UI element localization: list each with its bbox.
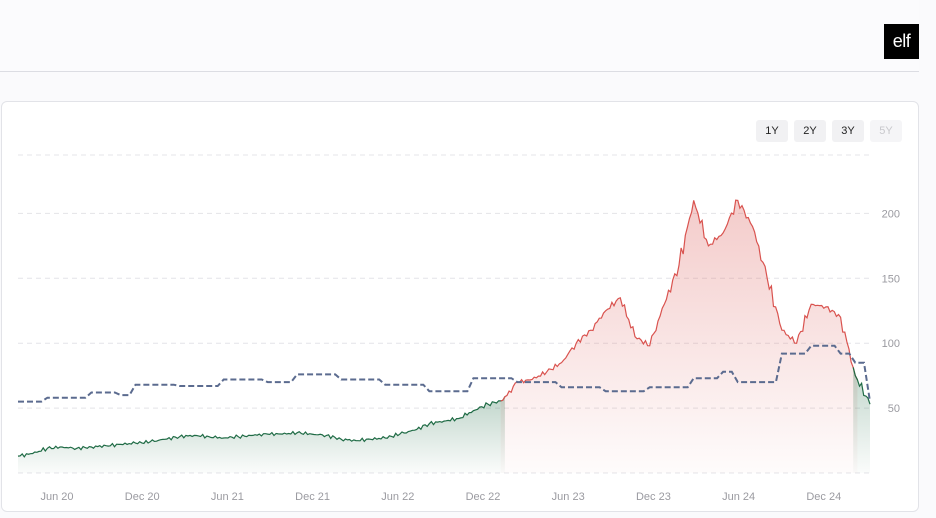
x-tick-label: Dec 21 xyxy=(295,491,330,503)
company-logo[interactable]: elf xyxy=(884,24,919,59)
price-line-up-segment xyxy=(852,367,871,405)
price-line-down-segment xyxy=(500,199,858,402)
range-button-3y[interactable]: 3Y xyxy=(832,120,864,142)
x-tick-label: Dec 22 xyxy=(466,491,501,503)
range-selector: 1Y 2Y 3Y 5Y xyxy=(756,120,902,142)
x-tick-label: Dec 24 xyxy=(806,491,841,503)
y-tick-label: 150 xyxy=(882,273,900,285)
price-area-up-segment xyxy=(853,367,870,473)
header-bar: elf xyxy=(0,0,919,72)
range-button-5y: 5Y xyxy=(870,120,902,142)
logo-text: elf xyxy=(892,31,911,51)
range-button-1y[interactable]: 1Y xyxy=(756,120,788,142)
benchmark-line xyxy=(18,344,871,403)
price-area-down-segment xyxy=(500,200,858,473)
x-tick-label: Jun 20 xyxy=(40,491,73,503)
range-button-2y[interactable]: 2Y xyxy=(794,120,826,142)
price-area-up-segment xyxy=(18,396,505,473)
y-tick-label: 100 xyxy=(882,338,900,350)
y-tick-label: 50 xyxy=(888,403,900,415)
y-tick-label: 200 xyxy=(882,208,900,220)
x-tick-label: Jun 24 xyxy=(722,491,755,503)
x-tick-label: Dec 23 xyxy=(636,491,671,503)
x-tick-label: Jun 21 xyxy=(211,491,244,503)
price-line-up-segment xyxy=(17,396,506,458)
x-tick-label: Jun 23 xyxy=(552,491,585,503)
x-tick-label: Jun 22 xyxy=(381,491,414,503)
x-tick-label: Dec 20 xyxy=(125,491,160,503)
